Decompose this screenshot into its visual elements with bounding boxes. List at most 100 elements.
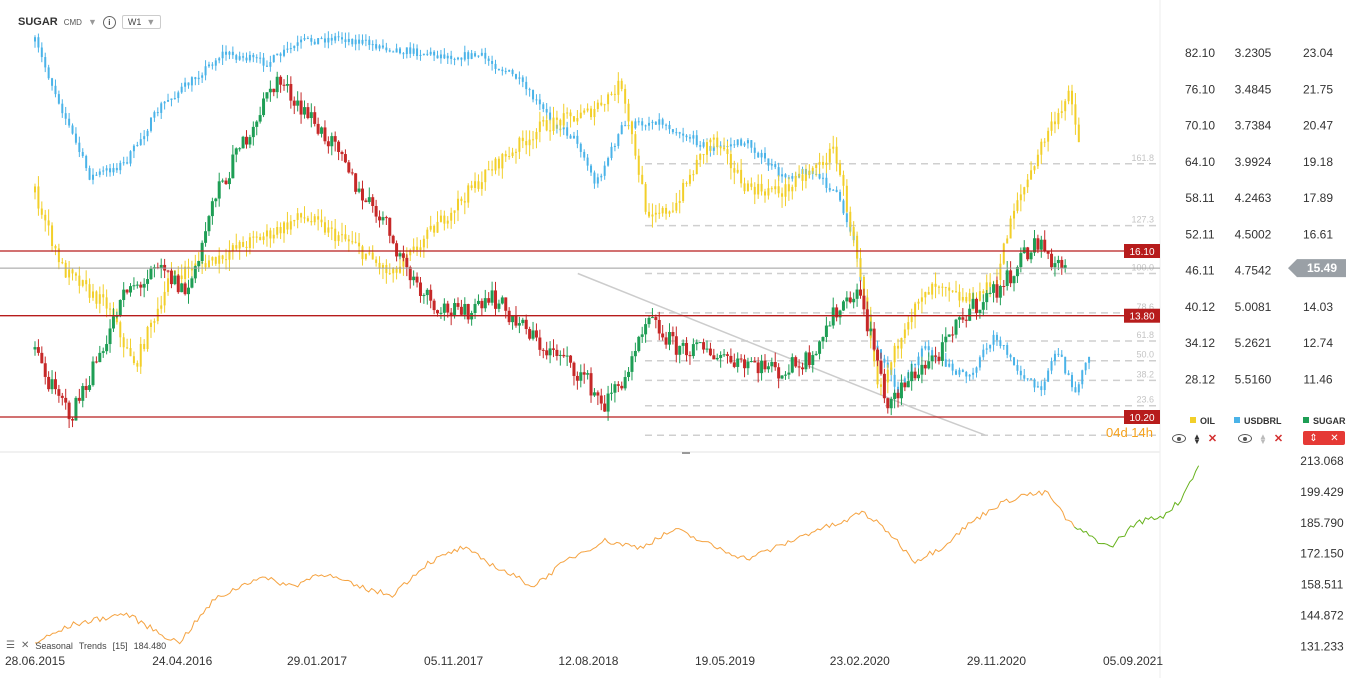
close-icon[interactable]: ✕ (1207, 433, 1218, 445)
oil-candle-body (750, 183, 753, 187)
usdbrl-candle-body (436, 55, 439, 59)
sugar-candle (623, 377, 627, 389)
oil-candle-body (900, 338, 903, 349)
reorder-icon[interactable]: ⇕ (1309, 432, 1318, 444)
oil-series-controls: ▲ ▼ ✕ (1172, 432, 1217, 445)
sugar-candle (1026, 247, 1030, 260)
usdbrl-candle-body (641, 121, 644, 126)
usdbrl-series[interactable] (34, 31, 1091, 399)
price-scale-tick: 11.46 (1303, 372, 1332, 386)
close-icon[interactable]: ✕ (1330, 432, 1339, 444)
price-scale-tick: 17.89 (1303, 191, 1333, 205)
oil-candle-body (948, 287, 951, 291)
price-scale-tick: 34.12 (1185, 336, 1215, 350)
usdbrl-candle-body (712, 146, 715, 151)
timeframe-select[interactable]: W1 ▼ (121, 15, 162, 29)
oil-candle-body (143, 343, 146, 350)
sugar-candle (555, 349, 559, 356)
legend-item-oil[interactable]: OIL (1190, 416, 1215, 426)
usdbrl-candle-body (88, 168, 91, 180)
sugar-candle (790, 357, 794, 373)
usdbrl-candle-body (1030, 378, 1033, 380)
oil-candle-body (1040, 141, 1043, 155)
sugar-candle (562, 354, 566, 357)
sugar-candle (74, 397, 78, 421)
sugar-candle (221, 180, 225, 182)
sugar-candle (586, 373, 590, 375)
sugar-candle (1005, 270, 1009, 286)
usdbrl-candle-body (129, 151, 132, 164)
usdbrl-candle-body (187, 82, 190, 86)
sugar-candle (350, 172, 354, 174)
usdbrl-candle-body (426, 53, 429, 55)
sugar-candle (596, 392, 600, 396)
pane-resize-handle[interactable] (682, 452, 690, 454)
last-price-value: 15.49 (1307, 261, 1337, 275)
sugar-candle (268, 88, 272, 93)
legend-item-usdbrl[interactable]: USDBRL (1234, 416, 1282, 426)
sugar-candle (262, 98, 266, 116)
sugar-candle (627, 371, 631, 378)
oil-candle-body (555, 117, 558, 120)
sugar-candle (654, 317, 658, 320)
sugar-candle (630, 356, 634, 372)
close-icon[interactable]: ✕ (20, 640, 30, 651)
price-scale-tick: 14.03 (1303, 300, 1333, 314)
usdbrl-candle-body (1040, 386, 1043, 391)
oil-candle-body (702, 154, 705, 156)
oil-candle-body (1006, 238, 1009, 244)
sugar-candle (664, 337, 668, 345)
usdbrl-candle-body (791, 176, 794, 179)
oil-candle-body (914, 303, 917, 317)
usdbrl-candle-body (194, 77, 197, 80)
indicator-period: [15] (112, 640, 128, 651)
usdbrl-candle-body (269, 61, 272, 67)
sugar-candle (463, 304, 467, 315)
usdbrl-candle-body (504, 71, 507, 73)
usdbrl-candle-body (180, 86, 183, 93)
sugar-candle (1032, 238, 1036, 253)
oil-candle-body (518, 137, 521, 152)
sugar-candle (187, 287, 191, 295)
usdbrl-candle-body (924, 346, 927, 349)
sugar-candle (736, 358, 740, 367)
info-icon[interactable]: i (102, 15, 116, 29)
chevron-down-icon[interactable]: ▼ (87, 17, 97, 27)
legend-item-sugar[interactable]: SUGAR (1303, 416, 1346, 426)
oil-candle-body (525, 141, 528, 146)
close-icon[interactable]: ✕ (1273, 433, 1284, 445)
sugar-candle (241, 136, 245, 149)
usdbrl-candle-body (729, 144, 732, 147)
eye-icon[interactable] (1238, 434, 1252, 443)
usdbrl-candle-body (283, 49, 286, 56)
sugar-candle (449, 312, 453, 316)
sugar-candles[interactable] (33, 71, 1067, 428)
usdbrl-candle-body (951, 363, 954, 371)
symbol-label[interactable]: SUGAR (18, 16, 58, 28)
level-tag (1124, 308, 1160, 323)
trend-line[interactable] (577, 272, 987, 436)
sugar-candle (961, 317, 965, 320)
hamburger-icon[interactable]: ☰ (6, 640, 15, 651)
sugar-candle (1015, 267, 1019, 277)
sugar-candle (43, 363, 47, 377)
indicator-scale-tick: 131.233 (1300, 639, 1344, 653)
usdbrl-candle-body (1071, 375, 1074, 388)
oil-candle-body (51, 225, 54, 247)
usdbrl-candle-body (733, 144, 736, 146)
sugar-candle (422, 295, 426, 297)
sugar-candle (964, 319, 968, 321)
eye-icon[interactable] (1172, 434, 1186, 443)
reorder-icon[interactable]: ▲ ▼ (1193, 431, 1201, 446)
usdbrl-candle-body (153, 112, 156, 118)
indicator-value: 184.480 (133, 640, 167, 651)
reorder-icon[interactable]: ▲ ▼ (1259, 431, 1267, 446)
sugar-candle (77, 397, 81, 401)
oil-candle-body (184, 266, 187, 280)
oil-candle-body (467, 185, 470, 203)
sugar-candle (142, 283, 146, 288)
usdbrl-candle-body (593, 172, 596, 184)
usdbrl-candle-body (91, 174, 94, 180)
indicator-scale-tick: 199.429 (1300, 485, 1344, 499)
